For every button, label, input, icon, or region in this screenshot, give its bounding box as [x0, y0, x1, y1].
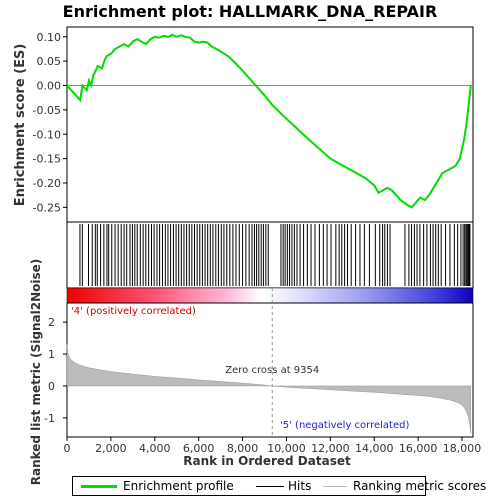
- es-y-axis-label: Enrichment score (ES): [13, 44, 28, 207]
- legend-label-hits: Hits: [288, 479, 312, 493]
- es-y-tick-label: 0.00: [37, 80, 62, 93]
- es-y-tick-label: -0.20: [33, 177, 61, 190]
- legend-label-metric: Ranking metric scores: [353, 479, 487, 493]
- enrichment-profile-line: [66, 33, 472, 209]
- legend: Enrichment profile Hits Ranking metric s…: [72, 476, 486, 496]
- es-y-ticks: 0.10 0.05 0.00 -0.05 -0.10 -0.15 -0.20 -0.25: [33, 31, 67, 214]
- x-tick-label: 12,000: [311, 442, 350, 455]
- ranking-metric-area: [66, 344, 472, 434]
- legend-swatch-metric: [323, 486, 347, 487]
- x-tick-label: 8,000: [227, 442, 259, 455]
- metric-x-ticks: 0 2,000 4,000 6,000 8,000 10,000 12,000 14,000 1…: [64, 437, 482, 455]
- zero-cross-label: Zero cross at 9354: [225, 365, 319, 376]
- x-axis-label: Rank in Ordered Dataset: [183, 454, 351, 468]
- legend-swatch-hits: [256, 486, 284, 487]
- es-y-tick-label: -0.10: [33, 128, 61, 141]
- x-tick-label: 14,000: [355, 442, 394, 455]
- metric-y-axis-label: Ranked list metric (Signal2Noise): [29, 259, 43, 486]
- es-y-tick-label: 0.05: [37, 55, 62, 68]
- hits-panel: [66, 221, 474, 289]
- x-tick-label: 10,000: [267, 442, 306, 455]
- es-y-tick-label: -0.25: [33, 201, 61, 214]
- metric-y-tick-label: -1: [44, 412, 55, 425]
- x-tick-label: 2,000: [95, 442, 127, 455]
- x-tick-label: 6,000: [183, 442, 215, 455]
- metric-panel: Zero cross at 9354 '4' (positively corre…: [29, 259, 481, 486]
- hit-lines: [79, 224, 471, 286]
- chart-title: Enrichment plot: HALLMARK_DNA_REPAIR: [63, 2, 438, 21]
- rank-color-bar: [66, 287, 474, 304]
- negative-correlation-label: '5' (negatively correlated): [280, 420, 409, 431]
- x-tick-label: 18,000: [443, 442, 482, 455]
- x-tick-label: 16,000: [399, 442, 438, 455]
- es-panel: 0.10 0.05 0.00 -0.05 -0.10 -0.15 -0.20 -0.25 En…: [13, 26, 474, 223]
- es-y-tick-label: -0.05: [33, 104, 61, 117]
- es-y-tick-label: -0.15: [33, 153, 61, 166]
- metric-panel-frame: [66, 302, 474, 438]
- metric-y-tick-label: 2: [48, 316, 55, 329]
- metric-y-tick-label: 1: [48, 348, 55, 361]
- metric-y-ticks: 2 1 0 -1: [44, 316, 67, 425]
- x-tick-label: 0: [64, 442, 71, 455]
- rank-gradient-strip: [66, 287, 474, 304]
- positive-correlation-label: '4' (positively correlated): [71, 306, 196, 317]
- es-y-tick-label: 0.10: [37, 31, 62, 44]
- metric-y-tick-label: 0: [48, 380, 55, 393]
- hits-panel-frame: [66, 221, 474, 289]
- legend-label-enrichment: Enrichment profile: [123, 479, 234, 493]
- x-tick-label: 4,000: [139, 442, 171, 455]
- legend-swatch-enrichment: [81, 485, 117, 488]
- es-panel-frame: [66, 26, 474, 223]
